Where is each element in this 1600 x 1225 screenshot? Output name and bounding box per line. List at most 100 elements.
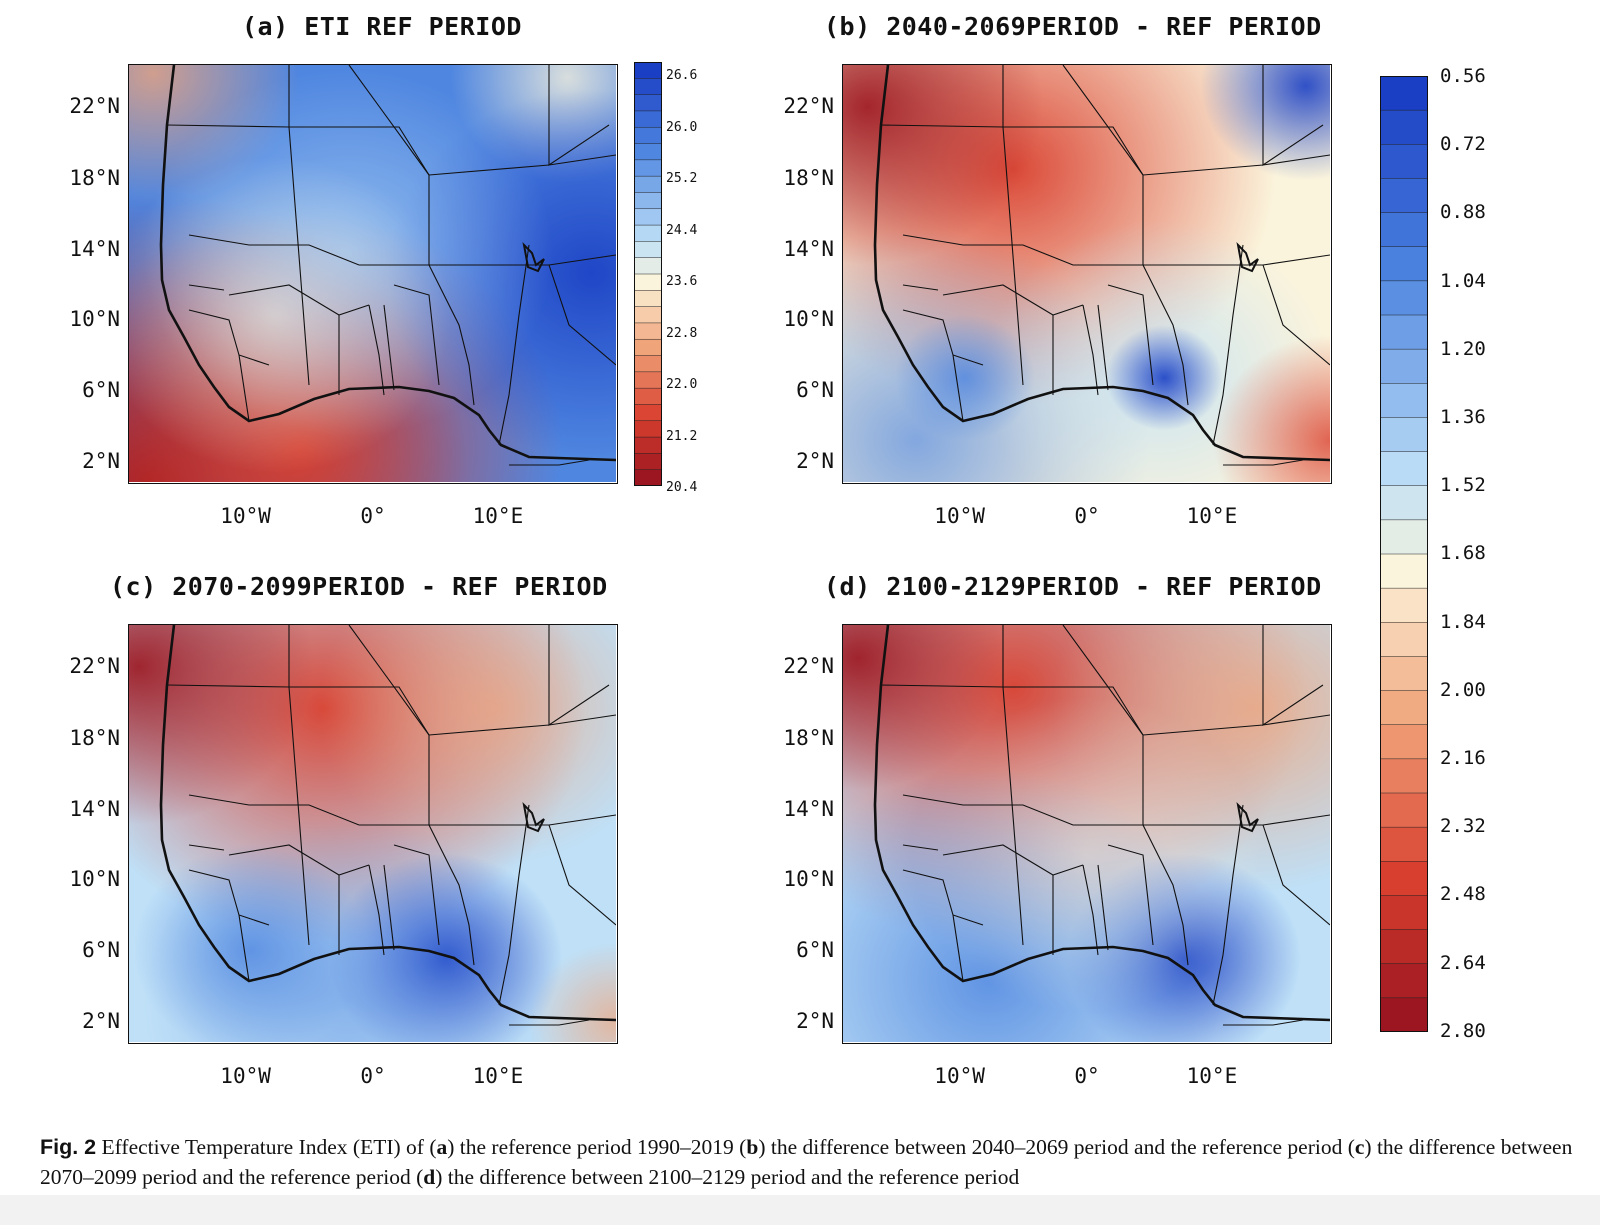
colorbar-swatch xyxy=(1379,144,1429,180)
colorbar-b-tick-label: 0.56 xyxy=(1440,65,1486,87)
colorbar-b-tick-label: 0.72 xyxy=(1440,133,1486,156)
country-border xyxy=(1082,864,1099,956)
colorbar-swatch xyxy=(633,371,663,389)
colorbar-b-tick-label: 2.64 xyxy=(1440,951,1486,974)
colorbar-swatch xyxy=(1379,997,1429,1033)
colorbar-b-tick-label: 2.48 xyxy=(1440,883,1486,906)
colorbar-swatch xyxy=(1379,75,1429,111)
lat-label: 6°N xyxy=(796,377,834,402)
country-border xyxy=(1107,844,1154,946)
country-border xyxy=(1097,864,1109,951)
country-border xyxy=(166,124,290,128)
lat-label: 10°N xyxy=(69,867,120,892)
colorbar-a-tick-label: 22.0 xyxy=(666,377,698,392)
colorbar-frame xyxy=(634,62,662,486)
country-border xyxy=(188,234,429,266)
colorbar-swatch xyxy=(633,387,663,406)
colorbar-swatch xyxy=(633,290,663,308)
country-border xyxy=(1262,65,1324,167)
colorbar-a-tick-label: 26.6 xyxy=(666,68,698,83)
field-blob xyxy=(1105,325,1223,431)
caption-text-3: ) the difference between 2040–2069 perio… xyxy=(758,1135,1355,1159)
country-border xyxy=(548,824,616,926)
country-border xyxy=(902,794,1143,826)
country-border xyxy=(548,264,616,366)
field-blob xyxy=(894,314,1035,441)
country-border xyxy=(1097,304,1109,391)
country-border xyxy=(1142,264,1189,406)
lat-label: 2°N xyxy=(796,449,834,473)
lat-label: 2°N xyxy=(82,449,120,473)
map-panel-d xyxy=(842,624,1332,1044)
colorbar-frame xyxy=(1380,76,1428,1032)
lat-label: 6°N xyxy=(82,937,120,962)
lat-label: 2°N xyxy=(796,1009,834,1033)
caption-text-5: ) the difference between 2100–2129 perio… xyxy=(435,1165,1020,1189)
country-border xyxy=(238,914,250,982)
colorbar-swatch xyxy=(1379,178,1429,214)
colorbar-swatch xyxy=(633,322,663,340)
field-blob xyxy=(843,65,1043,265)
country-border xyxy=(188,794,429,826)
colorbar-a-tick-label: 23.6 xyxy=(666,274,698,289)
colorbar-swatch xyxy=(633,420,663,438)
colorbar-swatch xyxy=(633,94,663,112)
country-border xyxy=(942,844,1084,876)
country-border xyxy=(1142,824,1189,966)
country-border xyxy=(228,844,370,876)
field-blob xyxy=(1213,335,1330,482)
colorbar-swatch xyxy=(1379,348,1429,385)
field-blob xyxy=(1200,65,1330,181)
country-border xyxy=(368,864,385,956)
colorbar-swatch xyxy=(633,241,663,259)
colorbar-swatch xyxy=(1379,383,1429,419)
country-border xyxy=(393,284,440,386)
country-border xyxy=(1262,625,1324,727)
country-border xyxy=(188,844,225,851)
colorbar-swatch xyxy=(633,338,663,357)
field-blob xyxy=(129,625,315,825)
lon-label: 10°E xyxy=(1186,1064,1238,1088)
colorbar-swatch xyxy=(633,126,663,145)
colorbar-b-tick-label: 0.88 xyxy=(1440,201,1486,224)
lon-label: 10°W xyxy=(934,1064,985,1088)
colorbar-swatch xyxy=(633,110,663,128)
map-panel-c xyxy=(128,624,618,1044)
lat-label: 10°N xyxy=(69,307,120,332)
lat-label: 14°N xyxy=(783,236,834,261)
colorbar-swatch xyxy=(633,257,663,275)
colorbar-a-tick-label: 22.8 xyxy=(666,325,698,341)
colorbar-swatch xyxy=(1379,690,1429,726)
colorbar-b-tick-label: 1.68 xyxy=(1440,542,1486,565)
country-border xyxy=(498,244,530,446)
colorbar-swatch xyxy=(633,404,663,422)
country-border xyxy=(228,284,370,316)
colorbar-b-tick-label: 1.20 xyxy=(1440,337,1486,360)
country-border xyxy=(952,354,964,422)
country-border xyxy=(166,684,290,688)
country-border xyxy=(902,284,939,291)
caption-text-2: ) the reference period 1990–2019 ( xyxy=(447,1135,747,1159)
coastline xyxy=(159,65,616,462)
colorbar-swatch xyxy=(1379,826,1429,863)
colorbar-swatch xyxy=(633,453,663,471)
lat-label: 6°N xyxy=(82,377,120,402)
country-border xyxy=(188,284,225,291)
colorbar-swatch xyxy=(633,306,663,324)
country-border xyxy=(289,126,430,265)
colorbar-swatch xyxy=(1379,622,1429,658)
colorbar-swatch xyxy=(633,192,663,210)
country-border xyxy=(509,1019,590,1026)
panel-c-title: (c) 2070-2099PERIOD - REF PERIOD xyxy=(110,572,608,601)
caption-fig-label: Fig. 2 xyxy=(40,1135,97,1159)
lake-chad xyxy=(1236,802,1259,833)
country-border xyxy=(902,234,1143,266)
country-border xyxy=(428,824,475,966)
colorbar-swatch xyxy=(1379,417,1429,453)
field-blob xyxy=(911,696,1262,1013)
colorbar-swatch xyxy=(633,436,663,455)
lake-chad xyxy=(522,242,545,273)
caption-d: d xyxy=(423,1165,436,1189)
colorbar-swatch xyxy=(1379,280,1429,316)
colorbar-swatch xyxy=(633,78,663,96)
